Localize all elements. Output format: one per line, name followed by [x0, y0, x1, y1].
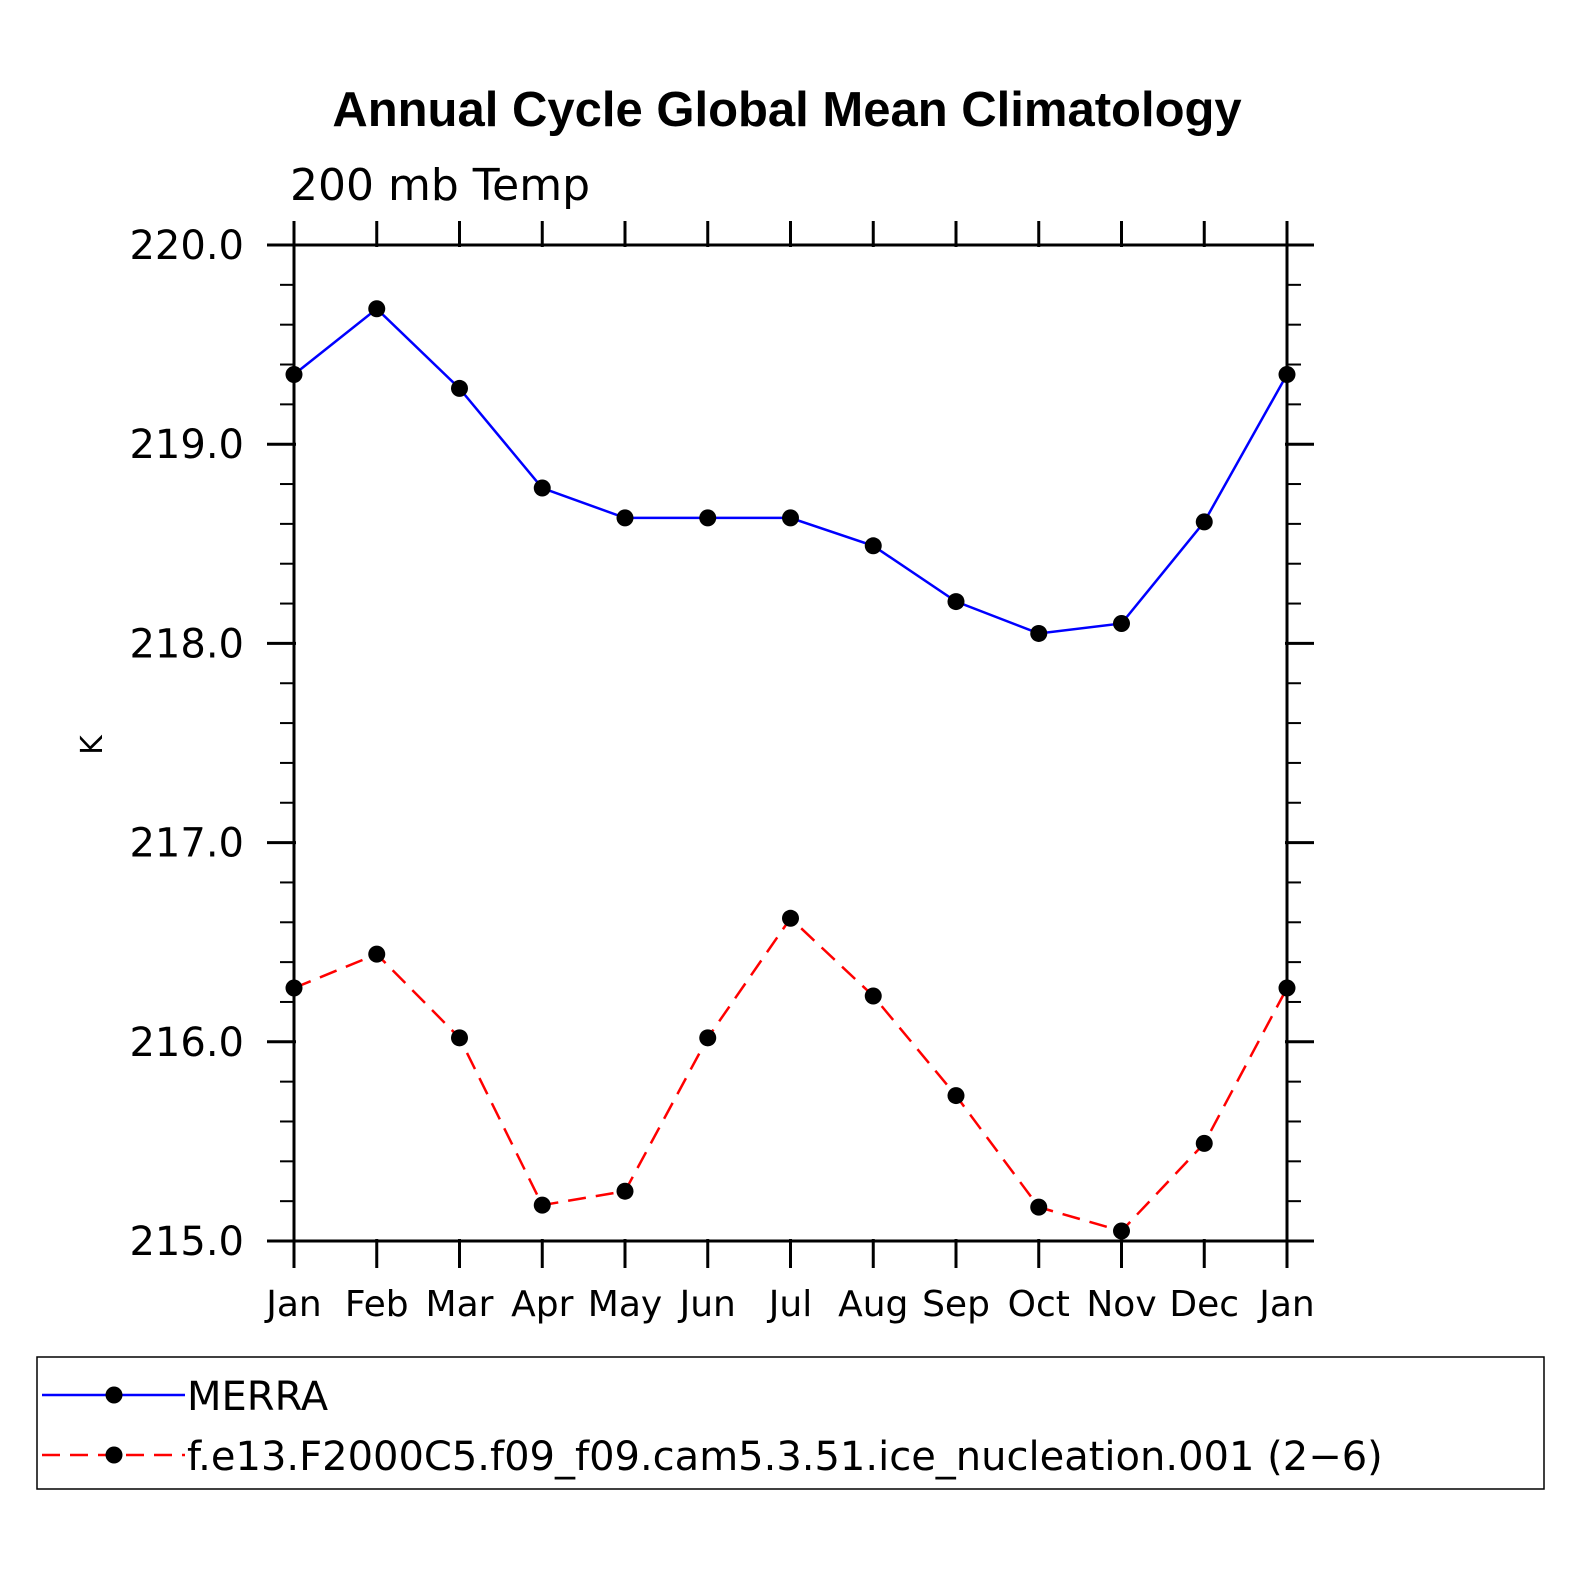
- x-tick-label: Feb: [345, 1284, 409, 1325]
- x-tick-label: May: [588, 1284, 662, 1325]
- x-tick-label: Mar: [426, 1284, 494, 1325]
- series-1-point: [616, 509, 634, 527]
- x-tick-label: Jan: [264, 1284, 322, 1325]
- x-tick-label: Sep: [922, 1284, 990, 1325]
- chart-title: Annual Cycle Global Mean Climatology: [332, 83, 1242, 137]
- series-2-point: [699, 1029, 717, 1047]
- series-2-point: [533, 1196, 551, 1214]
- x-tick-label: Apr: [511, 1284, 573, 1325]
- plot-frame: [292, 243, 1289, 1243]
- y-tick-label: 219.0: [129, 422, 244, 468]
- x-tick-label: Aug: [838, 1284, 908, 1325]
- series-1-point: [1195, 513, 1213, 531]
- legend-marker-2: [105, 1446, 123, 1464]
- series-1-point: [285, 365, 303, 383]
- x-tick-label: Jul: [767, 1284, 812, 1325]
- series-1-point: [782, 509, 799, 527]
- series-2-point: [451, 1029, 468, 1047]
- series-2-point: [1113, 1222, 1130, 1240]
- series-2-point: [616, 1182, 634, 1200]
- series-2-point: [947, 1087, 965, 1105]
- y-tick-label: 216.0: [129, 1020, 244, 1066]
- y-tick-label: 220.0: [129, 223, 244, 269]
- legend-box: [36, 1356, 1545, 1490]
- x-tick-label: Nov: [1086, 1284, 1156, 1325]
- series-2-point: [864, 987, 882, 1005]
- x-tick-label: Oct: [1008, 1284, 1070, 1325]
- x-tick-label: Dec: [1169, 1284, 1239, 1325]
- series-1-point: [1278, 365, 1296, 383]
- x-tick-label: Jan: [1257, 1284, 1315, 1325]
- y-tick-label: 218.0: [129, 621, 244, 667]
- series-1-point: [451, 379, 468, 397]
- series-1-point: [699, 509, 717, 527]
- series-2-point: [1278, 979, 1296, 997]
- series-2-point: [782, 909, 799, 927]
- chart-subtitle: 200 mb Temp: [290, 160, 591, 211]
- series-2-point: [368, 945, 386, 963]
- legend-marker-1: [105, 1386, 123, 1404]
- y-tick-label: 217.0: [129, 821, 244, 867]
- legend-label-1: MERRA: [187, 1374, 329, 1420]
- y-tick-label: 215.0: [129, 1219, 244, 1265]
- y-axis-label: K: [75, 734, 110, 755]
- series-2-point: [285, 979, 303, 997]
- series-1-point: [1030, 624, 1048, 642]
- series-2-point: [1030, 1198, 1048, 1216]
- series-1-point: [533, 479, 551, 497]
- legend-label-2: f.e13.F2000C5.f09_f09.cam5.3.51.ice_nucl…: [187, 1434, 1383, 1480]
- x-tick-label: Jun: [678, 1284, 736, 1325]
- series-line-2: [293, 916, 1289, 1233]
- series-line-1: [293, 307, 1289, 635]
- series-1-point: [947, 593, 965, 611]
- series-2-point: [1195, 1134, 1213, 1152]
- series-1-point: [864, 537, 882, 555]
- series-1-point: [368, 300, 386, 318]
- series-1-point: [1113, 614, 1130, 632]
